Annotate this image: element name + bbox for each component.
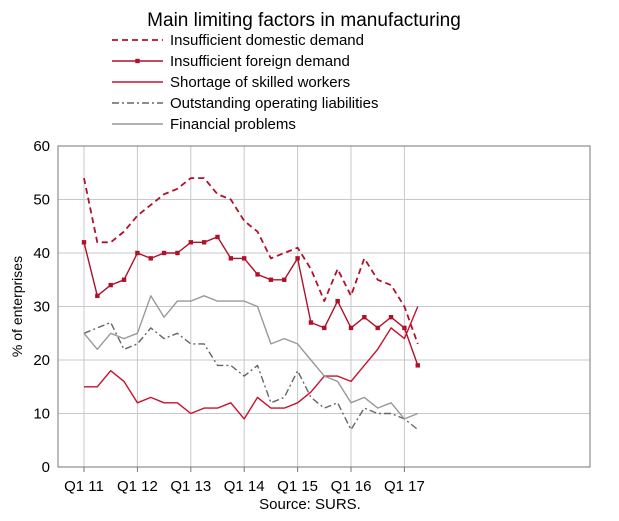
legend-marker [135, 58, 140, 64]
series-1 [81, 234, 420, 368]
grid-lines [58, 145, 590, 468]
y-tick-label: 50 [33, 192, 50, 209]
data-point [295, 256, 300, 261]
x-tick-label: Q1 17 [384, 478, 425, 495]
series-line [83, 177, 419, 345]
data-point [335, 298, 340, 304]
data-point [268, 277, 274, 282]
data-point [322, 325, 327, 331]
data-point [135, 250, 140, 256]
data-point [81, 240, 87, 245]
data-point [255, 272, 260, 277]
series-4 [83, 295, 419, 420]
data-point [308, 320, 314, 325]
series-2 [84, 306, 419, 420]
data-point [362, 315, 367, 320]
data-point [175, 250, 180, 256]
y-tick-label: 20 [33, 352, 50, 369]
legend-label: Insufficient foreign demand [170, 53, 350, 70]
y-tick-label: 0 [42, 459, 50, 476]
legend-item: Financial problems [112, 116, 296, 133]
legend-item: Outstanding operating liabilities [112, 95, 378, 112]
data-point [242, 256, 247, 261]
series-line [83, 295, 419, 420]
x-tick-label: Q1 12 [117, 478, 158, 495]
legend-item: Shortage of skilled workers [112, 74, 350, 91]
series-line [84, 306, 419, 420]
source-note: Source: SURS. [259, 496, 361, 513]
plot-area-frame [57, 145, 591, 468]
legend-item: Insufficient foreign demand [112, 53, 350, 70]
data-point [108, 282, 113, 288]
x-tick-label: Q1 13 [170, 478, 211, 495]
y-tick-label: 30 [33, 299, 50, 316]
y-axis-ticks: 0 10 20 30 40 50 60 [33, 138, 50, 476]
series-layer [81, 177, 420, 431]
data-point [121, 277, 127, 282]
data-point [348, 325, 354, 331]
legend-item: Insufficient domestic demand [112, 32, 364, 49]
x-tick-label: Q1 14 [224, 478, 265, 495]
legend: Insufficient domestic demand Insufficient… [112, 32, 378, 133]
data-point [188, 240, 193, 245]
chart-title: Main limiting factors in manufacturing [147, 10, 461, 31]
y-tick-label: 10 [33, 406, 50, 423]
legend-label: Shortage of skilled workers [170, 74, 350, 91]
legend-label: Financial problems [170, 116, 296, 133]
series-3 [83, 321, 419, 431]
series-0 [83, 177, 419, 345]
data-point [215, 234, 220, 240]
series-line [83, 236, 419, 366]
y-tick-label: 60 [33, 138, 50, 155]
x-tick-label: Q1 15 [277, 478, 318, 495]
y-tick-label: 40 [33, 245, 50, 262]
data-point [388, 315, 394, 320]
legend-label: Outstanding operating liabilities [170, 95, 378, 112]
legend-label: Insufficient domestic demand [170, 32, 364, 49]
x-tick-label: Q1 16 [331, 478, 372, 495]
series-line [83, 321, 419, 431]
data-point [415, 363, 420, 368]
y-axis-label: % of enterprises [9, 256, 25, 357]
data-point [402, 325, 407, 331]
data-point [282, 277, 287, 282]
data-point [95, 293, 100, 298]
x-tick-label: Q1 11 [64, 478, 104, 495]
data-point [148, 256, 153, 261]
data-point [201, 240, 207, 245]
data-point [228, 256, 234, 261]
data-point [375, 325, 380, 331]
data-point [161, 250, 167, 256]
x-axis-ticks: Q1 11 Q1 12 Q1 13 Q1 14 Q1 15 Q1 16 Q1 17 [64, 467, 425, 495]
